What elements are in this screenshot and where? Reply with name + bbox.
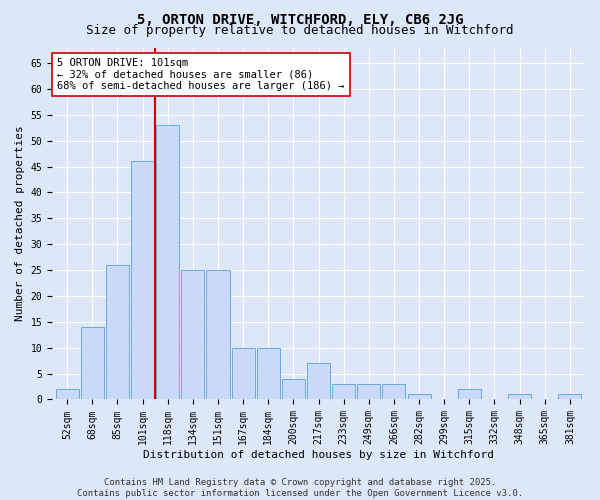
Bar: [232, 348, 254, 400]
Bar: [332, 384, 355, 400]
X-axis label: Distribution of detached houses by size in Witchford: Distribution of detached houses by size …: [143, 450, 494, 460]
Bar: [80, 327, 104, 400]
Bar: [181, 270, 205, 400]
Bar: [106, 265, 129, 400]
Bar: [56, 389, 79, 400]
Bar: [559, 394, 581, 400]
Text: Size of property relative to detached houses in Witchford: Size of property relative to detached ho…: [86, 24, 514, 37]
Bar: [282, 379, 305, 400]
Bar: [407, 394, 431, 400]
Bar: [508, 394, 531, 400]
Bar: [382, 384, 406, 400]
Bar: [257, 348, 280, 400]
Bar: [458, 389, 481, 400]
Y-axis label: Number of detached properties: Number of detached properties: [15, 126, 25, 322]
Bar: [131, 162, 154, 400]
Text: Contains HM Land Registry data © Crown copyright and database right 2025.
Contai: Contains HM Land Registry data © Crown c…: [77, 478, 523, 498]
Bar: [156, 125, 179, 400]
Bar: [307, 363, 330, 400]
Bar: [206, 270, 230, 400]
Text: 5, ORTON DRIVE, WITCHFORD, ELY, CB6 2JG: 5, ORTON DRIVE, WITCHFORD, ELY, CB6 2JG: [137, 12, 463, 26]
Text: 5 ORTON DRIVE: 101sqm
← 32% of detached houses are smaller (86)
68% of semi-deta: 5 ORTON DRIVE: 101sqm ← 32% of detached …: [58, 58, 345, 92]
Bar: [357, 384, 380, 400]
